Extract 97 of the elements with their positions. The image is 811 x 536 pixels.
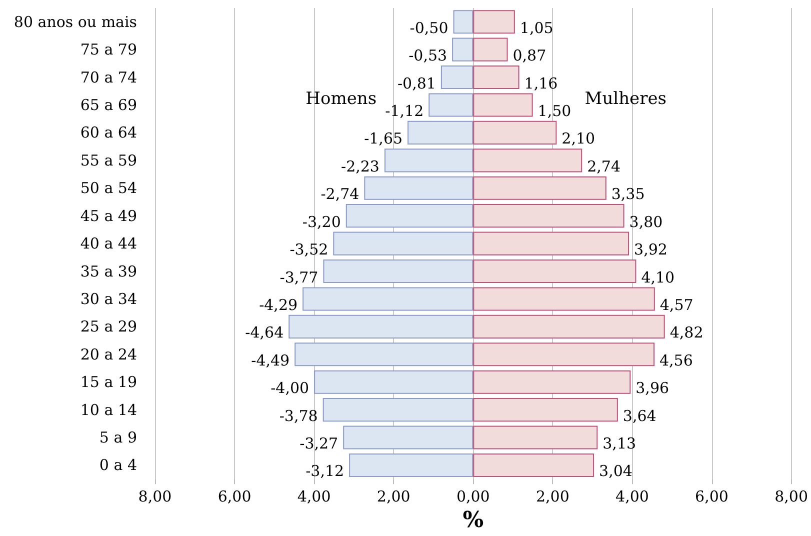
y-tick-label: 50 a 54 [80,179,137,198]
y-tick-label: 55 a 59 [80,151,137,170]
x-tick-label: 6,00 [695,488,728,506]
bar [473,453,594,478]
bar [473,148,582,172]
data-label: -4,49 [251,351,290,370]
bar [322,398,474,422]
bar [473,120,557,144]
data-label: 3,96 [636,379,670,398]
y-tick-label: 60 a 64 [80,124,137,142]
bar [473,259,636,284]
x-tick-label: 4,00 [616,488,649,506]
bar [364,176,474,200]
bar [346,204,474,228]
bar [473,232,630,256]
data-label: -3,12 [306,462,344,480]
data-label: 4,57 [660,296,694,314]
bar [473,176,606,200]
data-label: 2,74 [587,157,621,176]
bar [302,287,474,311]
data-label: -4,00 [270,379,310,398]
bar [473,66,520,90]
data-label: -0,81 [397,74,436,92]
bar [473,204,624,228]
data-label: -2,74 [320,185,360,204]
data-label: 3,35 [611,185,645,204]
data-label: 4,10 [641,268,675,286]
y-tick-label: 80 anos ou mais [14,12,137,31]
data-label: -1,12 [385,102,424,120]
x-tick-label: 6,00 [218,488,252,506]
data-label: 1,05 [520,18,554,37]
bar [440,66,474,90]
bar [473,38,508,62]
data-label: 1,50 [538,102,572,120]
y-tick-label: 10 a 14 [80,400,137,419]
bar [314,370,474,394]
bar [473,314,665,338]
data-label: 0,87 [512,46,546,65]
y-tick-label: 65 a 69 [80,96,137,114]
bar [473,287,655,311]
bar [473,10,515,34]
bar [473,93,533,117]
data-label: -2,23 [340,157,380,176]
bar [452,38,474,62]
x-tick-label: 2,00 [376,488,410,506]
data-label: -1,65 [364,130,403,148]
bar [473,370,631,394]
data-label: 2,10 [562,130,596,148]
data-label: -4,64 [245,324,284,342]
data-label: -3,27 [300,434,338,453]
bar [288,314,474,338]
data-label: 4,82 [670,324,704,342]
bar [294,342,474,366]
bar [384,148,474,172]
data-label: -3,77 [280,268,318,286]
data-label: 3,04 [599,462,632,480]
bar [473,342,654,366]
x-tick-label: 8,00 [774,488,808,506]
bar [473,398,618,422]
y-tick-label: 25 a 29 [80,318,137,336]
data-label: -0,53 [408,46,448,65]
bar [473,426,598,450]
y-tick-label: 15 a 19 [80,373,137,392]
bar [333,232,474,256]
series-label: Mulheres [584,88,667,109]
data-label: -0,50 [410,18,448,37]
y-tick-label: 45 a 49 [80,206,137,225]
data-label: 1,16 [524,74,558,92]
x-axis-title: % [462,507,484,533]
bar [323,259,474,284]
data-label: 3,92 [634,240,668,259]
x-tick-label: 2,00 [536,488,570,506]
data-label: 3,80 [629,212,663,231]
bar [453,10,474,34]
x-tick-label: 0,00 [456,488,490,506]
y-tick-label: 40 a 44 [80,234,137,253]
data-label: -3,20 [302,212,341,231]
data-label: -3,78 [279,406,318,425]
series-label: Homens [306,88,377,109]
data-label: -4,29 [259,296,298,314]
data-label: 3,64 [622,406,656,425]
bar [428,93,474,117]
data-label: 3,13 [602,434,636,453]
bar [408,120,474,144]
y-tick-label: 0 a 4 [99,456,137,474]
y-tick-label: 75 a 79 [80,40,137,59]
y-tick-label: 70 a 74 [80,68,137,86]
y-tick-label: 20 a 24 [80,345,137,364]
bar [343,426,474,450]
y-tick-label: 30 a 34 [80,290,137,308]
x-tick-label: 4,00 [297,488,331,506]
bar [349,453,474,478]
y-tick-label: 35 a 39 [80,262,137,280]
x-tick-label: 8,00 [138,488,172,506]
y-tick-label: 5 a 9 [99,428,137,447]
data-label: -3,52 [290,240,328,259]
data-label: 4,56 [659,351,693,370]
